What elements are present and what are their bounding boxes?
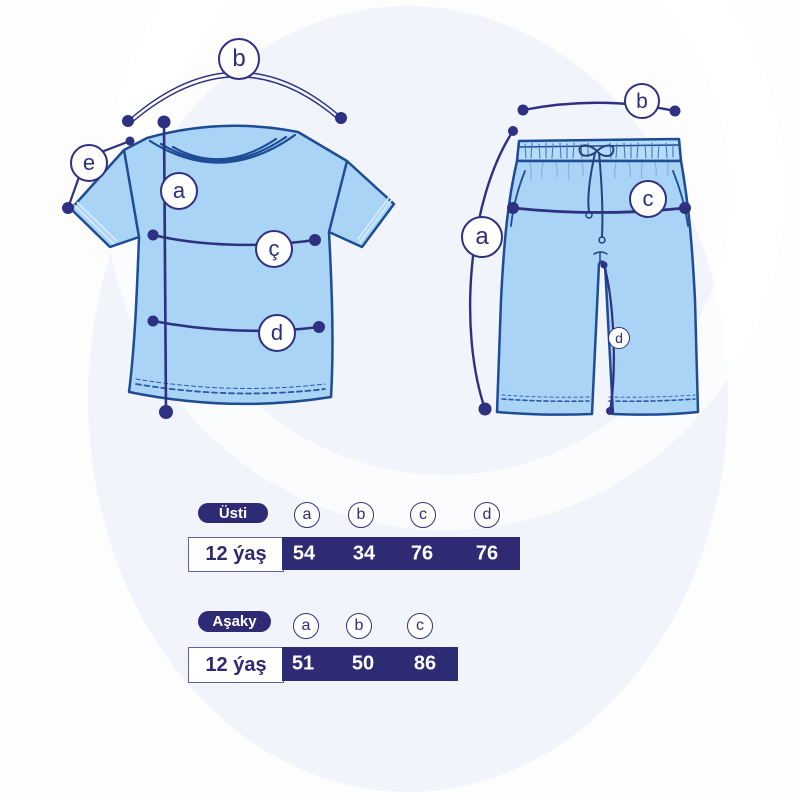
measurement-lines [62, 71, 691, 419]
shorts-hem-stitching [501, 394, 696, 403]
shorts-illustration [495, 137, 700, 416]
table-bottom-row-label: 12 ýaş [188, 647, 284, 683]
table-top-value-c: 76 [410, 542, 434, 564]
shorts-body [495, 159, 700, 416]
table-top-column-b: b [348, 502, 374, 528]
table-top-row-values: 54 34 76 76 [282, 537, 520, 570]
table-top-column-c: c [410, 502, 436, 528]
shorts-label-width: b [624, 83, 660, 119]
shirt-label-sleeve: e [70, 144, 108, 182]
tshirt-right-sleeve-seam [327, 159, 349, 234]
table-bottom-column-c: c [407, 613, 433, 639]
tshirt-cuff-stitching [73, 195, 393, 245]
table-bottom-value-c: 86 [413, 652, 437, 675]
shorts-label-inseam: d [608, 327, 630, 349]
table-bottom-column-a: a [293, 613, 319, 639]
table-bottom-column-b: b [346, 613, 372, 639]
table-bottom-value-a: 51 [291, 652, 315, 675]
table-bottom-value-b: 50 [351, 652, 375, 675]
table-top-title-badge: Üsti [198, 503, 268, 523]
shirt-label-hem: d [258, 314, 296, 352]
shorts-label-hip: c [629, 180, 667, 218]
table-bottom-title-badge: Aşaky [198, 611, 271, 632]
tshirt-left-sleeve-seam [122, 148, 141, 239]
garment-illustrations [62, 71, 700, 419]
waistband-shirring [524, 142, 674, 159]
shirt-label-width: b [218, 38, 260, 80]
shirt-label-chest: ç [255, 230, 293, 268]
drawstring [578, 144, 615, 263]
shorts-pockets [510, 170, 689, 227]
tshirt-collar [148, 133, 297, 164]
tshirt-body [69, 124, 396, 406]
shorts-label-side: a [461, 216, 503, 258]
tshirt-illustration [69, 124, 396, 406]
table-top-column-a: a [294, 502, 320, 528]
table-top-value-a: 54 [292, 542, 316, 564]
shirt-label-length: a [160, 172, 198, 210]
table-top-row-label: 12 ýaş [188, 537, 284, 572]
table-top-value-d: 76 [475, 542, 499, 564]
table-top-column-d: d [474, 502, 500, 528]
waistband-gathers [529, 162, 669, 180]
table-top-value-b: 34 [352, 542, 376, 564]
table-bottom-row-values: 51 50 86 [282, 647, 458, 681]
tshirt-hem-stitching [135, 378, 326, 395]
